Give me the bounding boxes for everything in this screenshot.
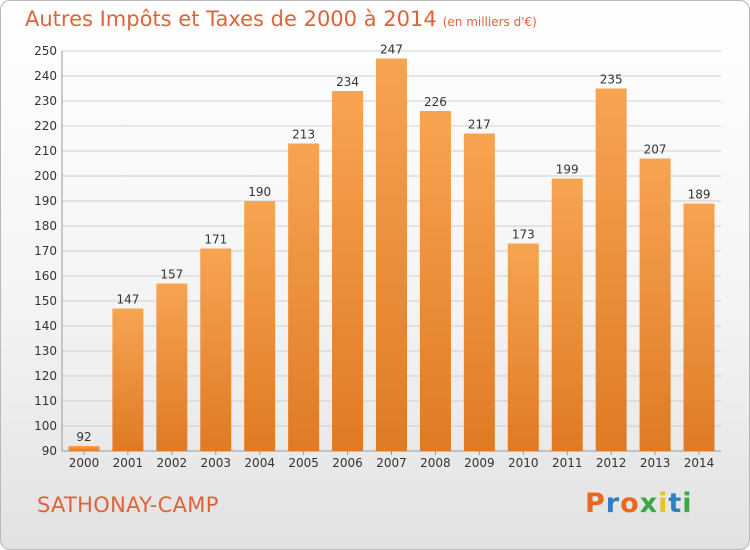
x-tick-label-2003: 2003 <box>200 456 231 470</box>
logo-letter: i <box>682 488 693 519</box>
bar-2014 <box>683 203 715 451</box>
y-tick-label: 110 <box>34 394 57 408</box>
x-tick-label-2010: 2010 <box>508 456 539 470</box>
value-label-2001: 147 <box>116 293 139 307</box>
y-tick-label: 170 <box>34 244 57 258</box>
bar-2001 <box>112 308 144 451</box>
logo-letter: r <box>605 488 621 519</box>
value-label-2005: 213 <box>292 128 315 142</box>
bar-2005 <box>288 143 320 451</box>
value-label-2012: 235 <box>600 73 623 87</box>
y-tick-label: 200 <box>34 169 57 183</box>
x-tick-label-2008: 2008 <box>420 456 451 470</box>
bar-2013 <box>639 158 671 451</box>
value-label-2007: 247 <box>380 43 403 57</box>
city-name: SATHONAY-CAMP <box>37 493 219 517</box>
y-tick-label: 190 <box>34 194 57 208</box>
y-tick-label: 240 <box>34 69 57 83</box>
bar-2011 <box>551 178 583 451</box>
logo-letter: o <box>620 488 640 519</box>
value-label-2002: 157 <box>160 268 183 282</box>
x-tick-label-2004: 2004 <box>244 456 275 470</box>
x-tick-label-2013: 2013 <box>640 456 671 470</box>
y-tick-label: 130 <box>34 344 57 358</box>
x-tick-label-2011: 2011 <box>552 456 583 470</box>
chart-title-text: Autres Impôts et Taxes de 2000 à 2014 <box>25 7 437 31</box>
y-tick-label: 90 <box>42 444 57 458</box>
y-tick-label: 100 <box>34 419 57 433</box>
bar-2000 <box>68 446 100 451</box>
x-tick-label-2007: 2007 <box>376 456 407 470</box>
bar-2007 <box>376 58 407 451</box>
y-tick-label: 210 <box>34 144 57 158</box>
value-label-2010: 173 <box>512 228 535 242</box>
y-tick-label: 160 <box>34 269 57 283</box>
x-tick-label-2006: 2006 <box>332 456 363 470</box>
y-tick-label: 150 <box>34 294 57 308</box>
chart-subtitle: (en milliers d'€) <box>442 15 537 29</box>
value-label-2006: 234 <box>336 75 359 89</box>
value-label-2008: 226 <box>424 95 447 109</box>
value-label-2004: 190 <box>248 185 271 199</box>
value-label-2011: 199 <box>556 163 579 177</box>
x-tick-label-2002: 2002 <box>157 456 188 470</box>
logo-letter: P <box>585 488 606 519</box>
x-tick-label-2009: 2009 <box>464 456 495 470</box>
y-tick-label: 250 <box>34 44 57 58</box>
chart-title: Autres Impôts et Taxes de 2000 à 2014 (en… <box>25 7 537 31</box>
bar-2009 <box>463 133 495 451</box>
bar-2010 <box>507 243 539 451</box>
value-label-2013: 207 <box>644 143 667 157</box>
bar-2012 <box>595 88 627 451</box>
proxiti-logo: Proxiti <box>585 488 693 519</box>
bar-2002 <box>156 283 188 451</box>
y-tick-label: 230 <box>34 94 57 108</box>
value-label-2003: 171 <box>204 233 227 247</box>
logo-letter: x <box>639 488 659 519</box>
logo-letter: i <box>658 488 669 519</box>
x-tick-label-2014: 2014 <box>684 456 715 470</box>
value-label-2000: 92 <box>76 430 91 444</box>
y-tick-label: 220 <box>34 119 57 133</box>
bar-2006 <box>332 91 364 451</box>
y-tick-label: 140 <box>34 319 57 333</box>
y-tick-label: 120 <box>34 369 57 383</box>
x-tick-label-2005: 2005 <box>288 456 319 470</box>
bar-2003 <box>200 248 232 451</box>
logo-letter: t <box>668 488 683 519</box>
value-label-2009: 217 <box>468 118 491 132</box>
x-tick-label-2001: 2001 <box>113 456 144 470</box>
value-label-2014: 189 <box>688 188 711 202</box>
bar-2004 <box>244 201 276 451</box>
bar-2008 <box>419 111 451 451</box>
x-tick-label-2012: 2012 <box>596 456 627 470</box>
x-tick-label-2000: 2000 <box>69 456 100 470</box>
y-tick-label: 180 <box>34 219 57 233</box>
